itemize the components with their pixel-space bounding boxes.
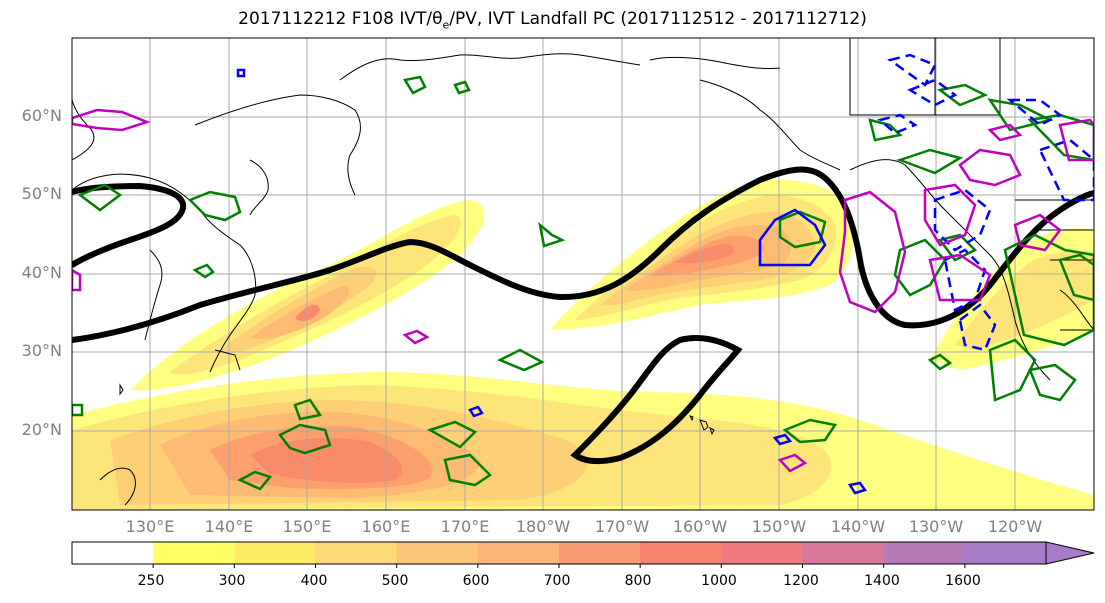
- lon-label-130w: 130°W: [908, 517, 964, 536]
- title-theta-sub: e: [442, 18, 450, 32]
- colorbar-tick-700: 700: [543, 573, 571, 589]
- islands: [119, 383, 715, 436]
- pv-green-contours: [72, 75, 1094, 491]
- colorbar-segment: [721, 542, 803, 564]
- colorbar-tick-500: 500: [381, 573, 409, 589]
- lon-label-160w: 160°W: [672, 517, 728, 536]
- colorbar-segment: [802, 542, 885, 564]
- colorbar-tick-1000: 1000: [701, 573, 737, 589]
- lat-label-30n: 30°N: [21, 341, 62, 360]
- colorbar-segment: [153, 542, 235, 564]
- ivt-fill-central-band: [550, 179, 854, 330]
- colorbar-segment: [640, 542, 722, 564]
- lon-label-160e: 160°E: [361, 517, 411, 536]
- colorbar-tick-800: 800: [624, 573, 652, 589]
- colorbar-tick-1400: 1400: [864, 573, 900, 589]
- colorbar-segment: [883, 542, 966, 564]
- theta-e-pc-contours: [72, 166, 1094, 465]
- colorbar-segment: [396, 542, 479, 564]
- lon-label-150w: 150°W: [751, 517, 807, 536]
- ivt-map: [71, 37, 1095, 511]
- lat-label-50n: 50°N: [21, 184, 62, 203]
- colorbar-tick-250: 250: [137, 573, 165, 589]
- lon-label-140e: 140°E: [204, 517, 254, 536]
- lat-label-20n: 20°N: [21, 420, 62, 439]
- colorbar-segments: [72, 542, 1047, 564]
- title-prefix: 2017112212 F108 IVT/: [238, 9, 433, 29]
- lon-label-140w: 140°W: [830, 517, 886, 536]
- title-theta: θ: [432, 9, 443, 29]
- pv-blue-dashed-contours: [877, 53, 1094, 352]
- colorbar-segment: [559, 542, 641, 564]
- colorbar: [71, 541, 1095, 568]
- ivt-fill-southern-band: [72, 372, 1094, 510]
- map-frame: [71, 37, 1095, 511]
- title-suffix: /PV, IVT Landfall PC (2017112512 - 20171…: [449, 9, 867, 29]
- map-title: 2017112212 F108 IVT/θe/PV, IVT Landfall …: [0, 9, 1105, 31]
- lon-label-130e: 130°E: [125, 517, 175, 536]
- lat-label-60n: 60°N: [21, 106, 62, 125]
- theta-e-contour-loop-west: [72, 182, 187, 268]
- ivt-fill-na-coast: [930, 228, 1094, 370]
- theta-e-contour-closed: [570, 335, 743, 465]
- colorbar-tick-1200: 1200: [783, 573, 819, 589]
- lon-label-150e: 150°E: [282, 517, 332, 536]
- colorbar-segment: [315, 542, 398, 564]
- lon-label-180w: 180°W: [515, 517, 571, 536]
- graticule: [72, 38, 1094, 510]
- theta-e-contour-main: [72, 166, 1094, 343]
- lon-label-170e: 170°E: [440, 517, 490, 536]
- colorbar-tick-600: 600: [462, 573, 490, 589]
- lon-label-170w: 170°W: [594, 517, 650, 536]
- colorbar-tick-marks: [152, 564, 966, 568]
- lat-label-40n: 40°N: [21, 263, 62, 282]
- lon-label-120w: 120°W: [987, 517, 1043, 536]
- pv-blue-contours: [236, 68, 868, 495]
- colorbar-extend-arrow: [1045, 541, 1095, 565]
- colorbar-segment: [477, 542, 560, 564]
- colorbar-segment: [964, 542, 1047, 564]
- colorbar-segment: [234, 542, 316, 564]
- colorbar-segment: [72, 542, 154, 564]
- colorbar-tick-300: 300: [218, 573, 246, 589]
- colorbar-tick-400: 400: [300, 573, 328, 589]
- pv-magenta-contours: [72, 108, 1094, 473]
- colorbar-tick-1600: 1600: [945, 573, 981, 589]
